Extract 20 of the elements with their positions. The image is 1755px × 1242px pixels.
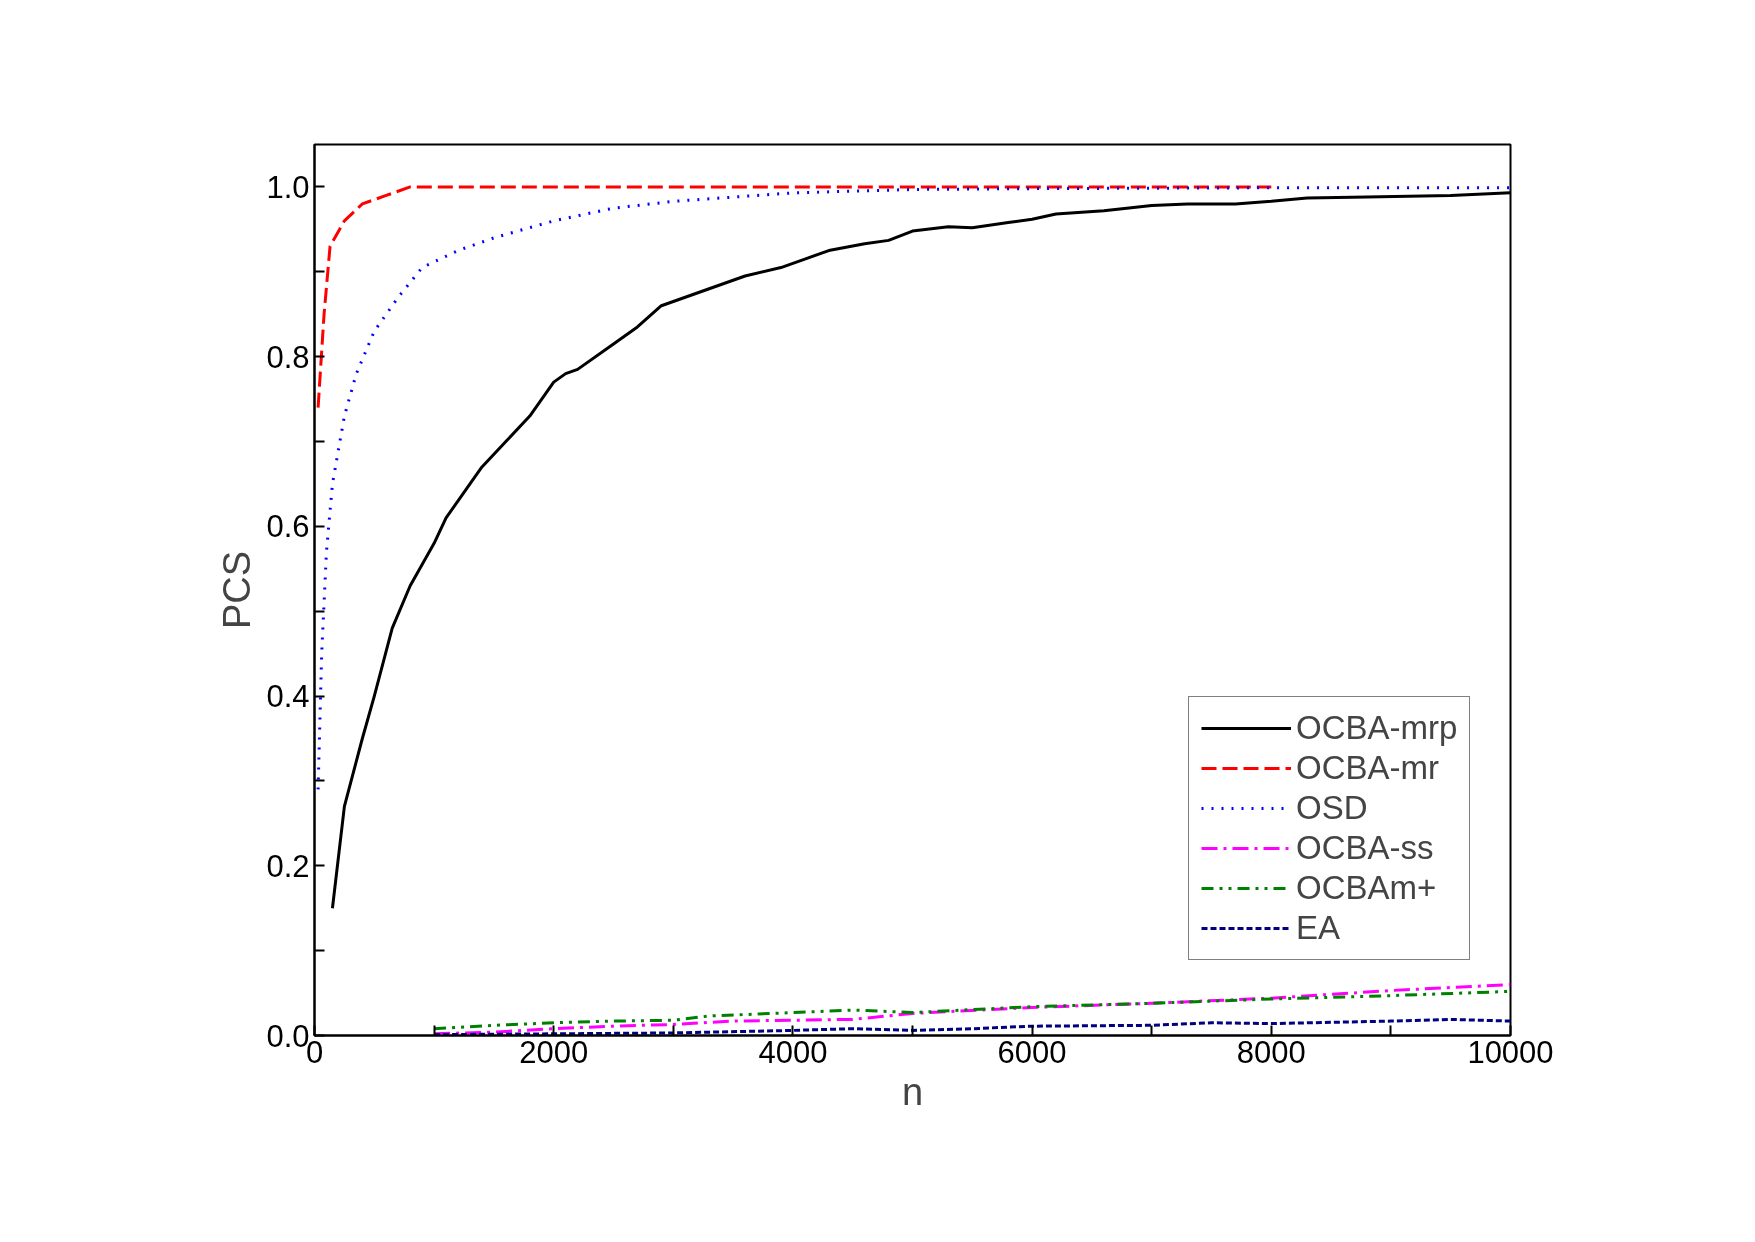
line-series — [316, 186, 1511, 791]
legend-label: OSD — [1296, 789, 1368, 827]
x-tick-label: 6000 — [997, 1034, 1067, 1070]
legend-label: OCBA-mr — [1296, 749, 1439, 787]
x-axis-title: n — [901, 1070, 924, 1113]
x-tick-label: 10000 — [1467, 1034, 1554, 1070]
legend-label: OCBA-ss — [1296, 829, 1434, 867]
y-tick-label: 1.0 — [266, 169, 310, 205]
legend-label: OCBAm+ — [1296, 869, 1437, 907]
y-tick-label: 0.2 — [266, 848, 310, 884]
y-tick-label: 0.6 — [266, 509, 310, 545]
legend-label: EA — [1296, 909, 1341, 947]
legend-label: OCBA-mrp — [1296, 709, 1458, 747]
line-series — [316, 185, 1273, 410]
x-tick-label: 4000 — [758, 1034, 828, 1070]
y-tick-label: 0.8 — [266, 339, 310, 375]
x-tick-label: 2000 — [519, 1034, 589, 1070]
y-axis-title: PCS — [216, 550, 259, 630]
x-tick-label: 8000 — [1236, 1034, 1306, 1070]
y-tick-label: 0.4 — [266, 679, 310, 715]
